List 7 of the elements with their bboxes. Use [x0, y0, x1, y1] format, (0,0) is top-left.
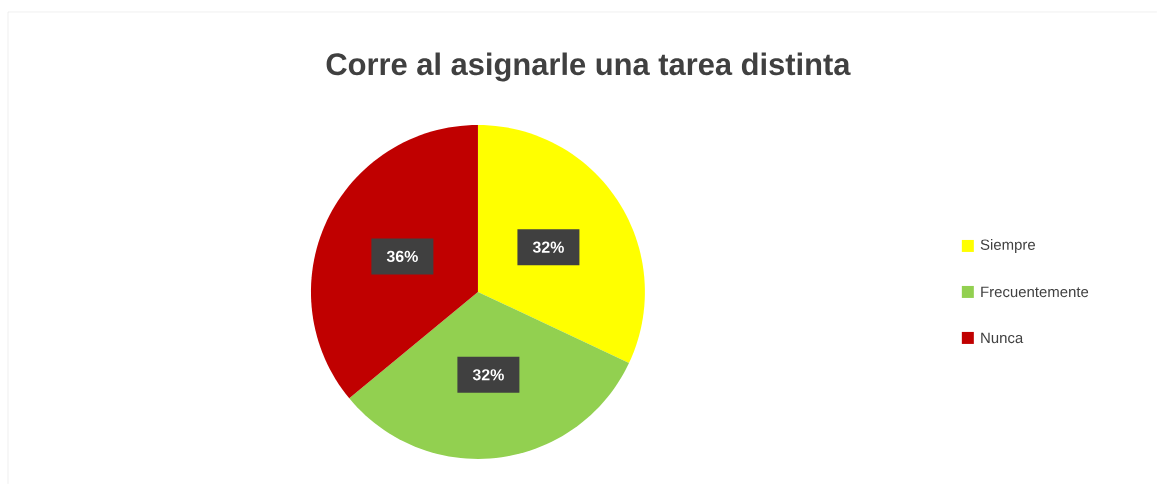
chart-title: Corre al asignarle una tarea distinta	[326, 52, 851, 82]
legend-label: Nunca	[981, 332, 1024, 344]
legend-label: Frecuentemente	[981, 286, 1089, 298]
legend-label: Siempre	[980, 238, 1035, 253]
data-label: 32%	[472, 369, 504, 381]
data-label: 32%	[532, 241, 564, 253]
data-label: 36%	[386, 250, 418, 262]
